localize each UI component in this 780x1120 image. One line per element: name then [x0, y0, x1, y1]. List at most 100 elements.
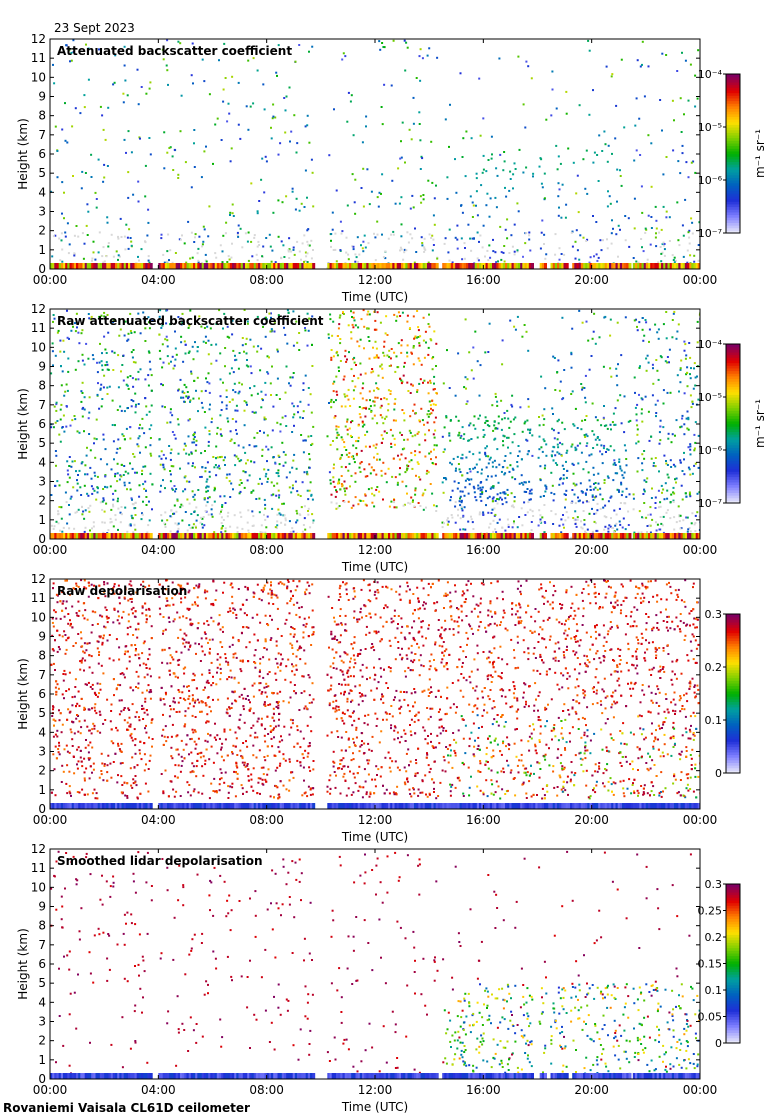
colorbar: 10⁻⁷ 10⁻⁶ 10⁻⁵ 10⁻⁴ m⁻¹ sr⁻¹	[698, 68, 767, 240]
x-axis-label: Time (UTC)	[341, 290, 408, 304]
colorbar-frame	[725, 613, 741, 774]
y-tick-label: 12	[31, 572, 46, 586]
y-tick-label: 2	[38, 764, 46, 778]
x-tick-label: 04:00	[141, 543, 176, 557]
x-tick-label: 00:00	[683, 1083, 718, 1097]
colorbar-tick-label: 0.1	[705, 714, 723, 727]
y-tick-label: 1	[38, 1053, 46, 1067]
x-tick-label: 12:00	[358, 813, 393, 827]
y-tick-label: 12	[31, 842, 46, 856]
x-tick-label: 16:00	[466, 273, 501, 287]
y-tick-label: 2	[38, 224, 46, 238]
x-tick-label: 08:00	[249, 813, 284, 827]
y-axis-label: Height (km)	[16, 118, 30, 189]
colorbar-tick-label: 10⁻⁷	[698, 497, 722, 510]
y-tick-label: 0	[38, 262, 46, 276]
y-tick-label: 4	[38, 455, 46, 469]
colorbar-tick-label: 0.1	[705, 984, 723, 997]
colorbar-frame	[725, 343, 741, 504]
x-tick-label: 08:00	[249, 1083, 284, 1097]
x-tick-label: 08:00	[249, 543, 284, 557]
y-tick-label: 4	[38, 185, 46, 199]
y-tick-label: 8	[38, 379, 46, 393]
x-axis-label: Time (UTC)	[341, 560, 408, 574]
x-tick-label: 04:00	[141, 1083, 176, 1097]
y-tick-label: 10	[31, 880, 46, 894]
panel-title: Smoothed lidar depolarisation	[57, 854, 263, 868]
x-tick-label: 00:00	[683, 273, 718, 287]
y-tick-label: 10	[31, 70, 46, 84]
y-tick-label: 8	[38, 919, 46, 933]
y-tick-label: 0	[38, 532, 46, 546]
colorbar-tick-label: 10⁻⁵	[698, 391, 722, 404]
y-tick-label: 1	[38, 783, 46, 797]
colorbar-label: m⁻¹ sr⁻¹	[753, 399, 767, 448]
x-tick-label: 20:00	[574, 1083, 609, 1097]
heatmap-field	[50, 850, 700, 1079]
y-tick-label: 1	[38, 243, 46, 257]
y-tick-label: 7	[38, 398, 46, 412]
colorbar-tick-label: 10⁻⁴	[698, 338, 723, 351]
colorbar-tick-label: 10⁻⁶	[698, 174, 723, 187]
colorbar-tick-label: 0.2	[705, 931, 723, 944]
y-tick-label: 4	[38, 995, 46, 1009]
heatmap-field	[50, 39, 700, 269]
colorbar: 0 0.05 0.1 0.15 0.2 0.25 0.3	[698, 878, 741, 1050]
y-tick-label: 12	[31, 32, 46, 46]
x-tick-label: 16:00	[466, 543, 501, 557]
x-tick-label: 00:00	[33, 273, 68, 287]
x-axis-label: Time (UTC)	[341, 830, 408, 844]
panel-4: Smoothed lidar depolarisation01234567891…	[16, 842, 741, 1114]
colorbar-tick-label: 0	[715, 1037, 722, 1050]
y-tick-label: 0	[38, 802, 46, 816]
y-tick-label: 4	[38, 725, 46, 739]
x-tick-label: 16:00	[466, 813, 501, 827]
colorbar: 0 0.1 0.2 0.3	[705, 608, 741, 780]
x-tick-label: 04:00	[141, 813, 176, 827]
y-tick-label: 3	[38, 475, 46, 489]
y-tick-label: 8	[38, 109, 46, 123]
x-tick-label: 00:00	[33, 543, 68, 557]
y-tick-label: 7	[38, 128, 46, 142]
y-tick-label: 6	[38, 417, 46, 431]
y-tick-label: 12	[31, 302, 46, 316]
y-tick-label: 7	[38, 668, 46, 682]
y-tick-label: 10	[31, 340, 46, 354]
y-tick-label: 9	[38, 900, 46, 914]
x-tick-label: 16:00	[466, 1083, 501, 1097]
panel-1: Attenuated backscatter coefficient012345…	[16, 32, 767, 304]
x-tick-label: 20:00	[574, 273, 609, 287]
y-tick-label: 9	[38, 360, 46, 374]
y-tick-label: 9	[38, 90, 46, 104]
x-tick-label: 08:00	[249, 273, 284, 287]
colorbar-tick-label: 0.3	[705, 878, 723, 891]
heatmap-field	[50, 579, 700, 809]
instrument-footer: Rovaniemi Vaisala CL61D ceilometer	[3, 1101, 250, 1115]
y-tick-label: 10	[31, 610, 46, 624]
x-tick-label: 12:00	[358, 1083, 393, 1097]
y-tick-label: 6	[38, 687, 46, 701]
colorbar-tick-label: 0	[715, 767, 722, 780]
colorbar-tick-label: 0.25	[698, 905, 723, 918]
panel-title: Attenuated backscatter coefficient	[57, 44, 292, 58]
colorbar-tick-label: 10⁻⁵	[698, 121, 722, 134]
y-tick-label: 1	[38, 513, 46, 527]
plot-frame	[49, 848, 701, 1080]
y-tick-label: 11	[31, 861, 46, 875]
y-tick-label: 5	[38, 166, 46, 180]
y-tick-label: 5	[38, 436, 46, 450]
colorbar-frame	[725, 73, 741, 234]
y-tick-label: 5	[38, 706, 46, 720]
x-tick-label: 04:00	[141, 273, 176, 287]
x-tick-label: 00:00	[683, 813, 718, 827]
date-label: 23 Sept 2023	[54, 21, 135, 35]
panel-2: Raw attenuated backscatter coefficient 0 1…	[16, 302, 767, 574]
y-tick-label: 0	[38, 1072, 46, 1086]
x-tick-label: 12:00	[358, 543, 393, 557]
x-tick-label: 00:00	[33, 1083, 68, 1097]
panel-title: Raw depolarisation	[57, 584, 187, 598]
y-tick-label: 2	[38, 494, 46, 508]
colorbar-tick-label: 0.2	[705, 661, 723, 674]
